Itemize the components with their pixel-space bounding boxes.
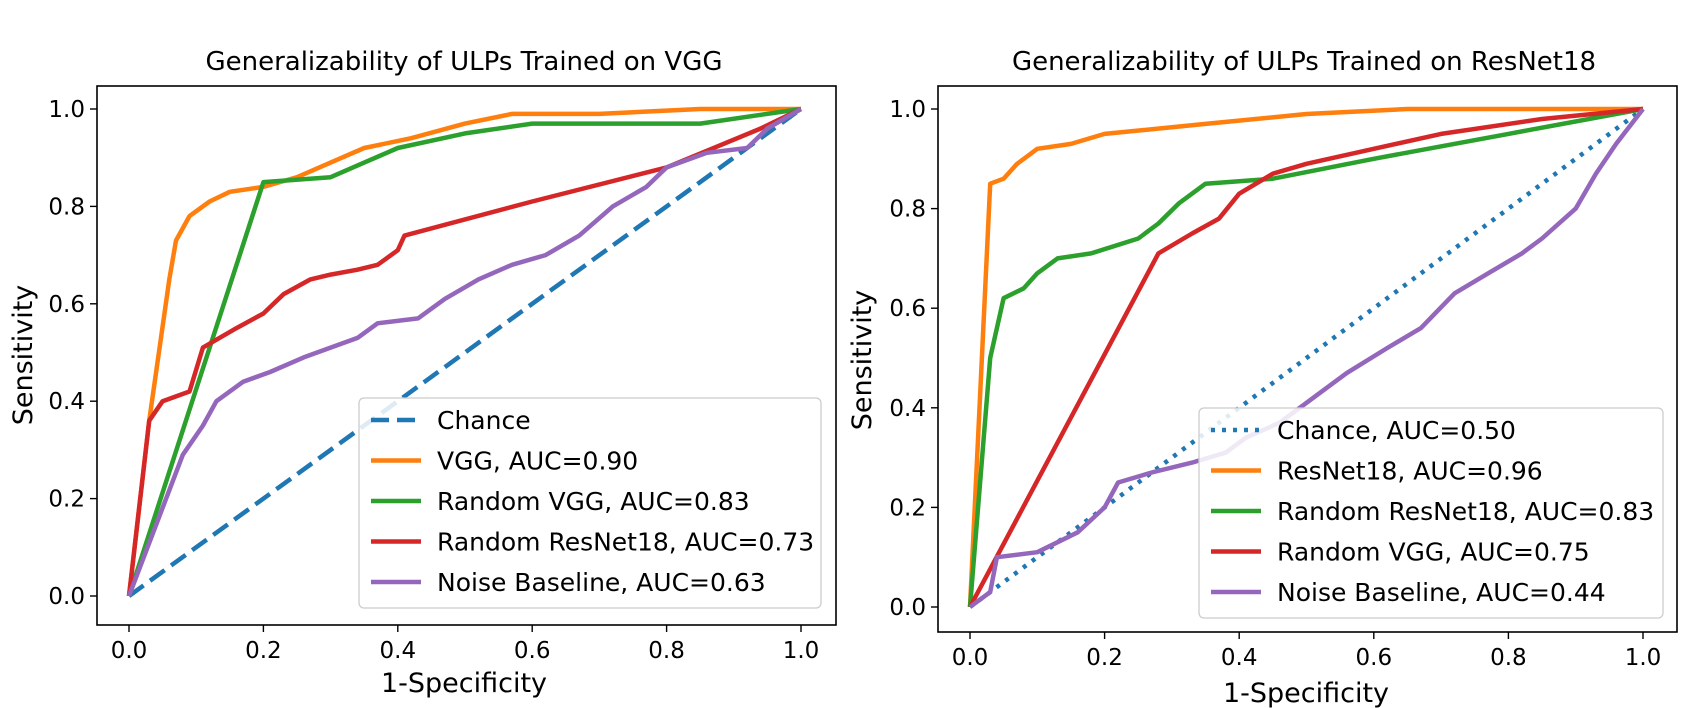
left-series-line-3 bbox=[126, 106, 802, 597]
left-y-tick-label: 1.0 bbox=[48, 97, 85, 123]
right-x-tick-label: 0.6 bbox=[1356, 645, 1393, 671]
right-y-tick-label: 0.4 bbox=[889, 396, 926, 422]
left-plot-area bbox=[126, 106, 803, 598]
left-x-tick-label: 1.0 bbox=[783, 638, 820, 664]
right-series-line-1 bbox=[967, 106, 1643, 608]
right-y-tick-label: 0.2 bbox=[889, 495, 926, 521]
right-x-tick-label: 0.2 bbox=[1086, 645, 1123, 671]
left-x-tick-label: 0.8 bbox=[648, 638, 685, 664]
left-x-tick-label: 0.6 bbox=[514, 638, 551, 664]
right-y-tick-label: 0.0 bbox=[889, 595, 926, 621]
right-y-axis-label: Sensitivity bbox=[847, 290, 878, 431]
left-y-tick-label: 0.2 bbox=[48, 487, 85, 513]
right-axes-frame bbox=[937, 85, 1678, 633]
left-series-line-0 bbox=[127, 107, 803, 598]
right-x-tick-label: 0.0 bbox=[952, 645, 989, 671]
left-legend-label-0: Chance bbox=[437, 406, 531, 435]
right-panel: Generalizability of ULPs Trained on ResN… bbox=[847, 47, 1678, 708]
right-x-tick-label: 0.8 bbox=[1490, 645, 1527, 671]
right-legend-label-3: Random VGG, AUC=0.75 bbox=[1277, 538, 1590, 567]
left-legend: Chance VGG, AUC=0.90 Random VGG, AUC=0.83 R… bbox=[358, 397, 822, 609]
left-panel: Generalizability of ULPs Trained on VGG … bbox=[8, 47, 837, 699]
left-x-tick-label: 0.0 bbox=[111, 638, 148, 664]
right-legend: Chance, AUC=0.50 ResNet18, AUC=0.96 Random… bbox=[1198, 407, 1664, 619]
left-x-tick-label: 0.2 bbox=[245, 638, 282, 664]
left-series-line-4 bbox=[126, 107, 803, 597]
right-x-axis-label: 1-Specificity bbox=[1223, 678, 1389, 708]
right-y-tick-label: 0.6 bbox=[889, 296, 926, 322]
right-series-line-0 bbox=[968, 107, 1645, 609]
right-legend-label-0: Chance, AUC=0.50 bbox=[1277, 416, 1516, 445]
right-legend-label-2: Random ResNet18, AUC=0.83 bbox=[1277, 497, 1654, 526]
right-y-tick-label: 0.8 bbox=[889, 197, 926, 223]
left-series-line-2 bbox=[126, 106, 802, 597]
left-x-tick-label: 0.4 bbox=[380, 638, 417, 664]
left-y-tick-label: 0.6 bbox=[48, 292, 85, 318]
right-y-tick-label: 1.0 bbox=[889, 97, 926, 123]
left-legend-box bbox=[358, 397, 822, 609]
right-series-line-3 bbox=[968, 106, 1644, 609]
left-legend-label-1: VGG, AUC=0.90 bbox=[437, 447, 638, 476]
left-legend-label-4: Noise Baseline, AUC=0.63 bbox=[437, 568, 766, 597]
left-x-axis-label: 1-Specificity bbox=[381, 668, 547, 699]
left-legend-label-2: Random VGG, AUC=0.83 bbox=[437, 487, 750, 516]
right-series-line-2 bbox=[967, 106, 1644, 608]
right-x-tick-label: 0.4 bbox=[1221, 645, 1258, 671]
left-chart-title: Generalizability of ULPs Trained on VGG bbox=[205, 47, 722, 77]
right-x-tick-label: 1.0 bbox=[1625, 645, 1662, 671]
left-series-line-1 bbox=[126, 106, 801, 597]
left-y-tick-label: 0.8 bbox=[48, 194, 85, 220]
right-legend-label-4: Noise Baseline, AUC=0.44 bbox=[1277, 578, 1606, 607]
right-chart-title: Generalizability of ULPs Trained on ResN… bbox=[1012, 47, 1596, 77]
left-y-axis-label: Sensitivity bbox=[8, 285, 39, 426]
right-legend-box bbox=[1198, 407, 1664, 619]
left-axes-frame bbox=[96, 85, 837, 626]
left-legend-label-3: Random ResNet18, AUC=0.73 bbox=[437, 528, 814, 557]
right-legend-label-1: ResNet18, AUC=0.96 bbox=[1277, 457, 1543, 486]
left-y-tick-label: 0.4 bbox=[48, 389, 85, 415]
left-y-tick-label: 0.0 bbox=[48, 584, 85, 610]
